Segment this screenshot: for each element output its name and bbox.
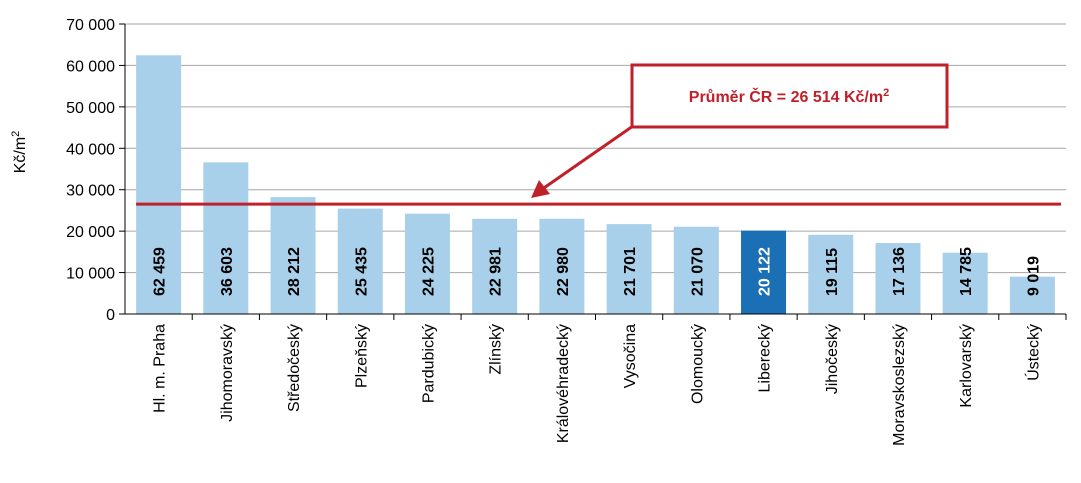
- bar: [539, 218, 585, 314]
- bar: [472, 218, 518, 314]
- bar: [404, 213, 450, 314]
- data-label: 62 459: [152, 247, 169, 296]
- y-axis: 0 10 000 20 000 30 000 40 000 50 000 60 000 70 …: [66, 17, 126, 324]
- bar: [942, 252, 988, 314]
- x-tick-label: Jihočeský: [824, 324, 841, 394]
- x-tick-label: Pardubický: [420, 324, 437, 403]
- y-tick-label: 0: [106, 307, 115, 324]
- bar: [673, 226, 719, 314]
- average-callout: Průměr ČR = 26 514 Kč/m2: [531, 63, 949, 198]
- bar: [875, 243, 921, 314]
- bar: [606, 224, 652, 314]
- data-label: 20 122: [757, 247, 774, 296]
- y-tick-label: 10 000: [66, 266, 115, 283]
- data-label: 9 019: [1025, 256, 1042, 296]
- bar: [270, 197, 316, 314]
- bars: 62 459 36 603 28 212 25 435 24 225 22 981 22 9…: [136, 55, 1055, 315]
- x-tick-label: Ústecký: [1023, 324, 1042, 381]
- data-label: 36 603: [219, 247, 236, 296]
- data-label: 21 070: [689, 247, 706, 296]
- x-axis: Hl. m. Praha Jihomoravský Středočeský Plzeň…: [125, 313, 1067, 446]
- bar: [203, 162, 249, 314]
- average-callout-arrow: [540, 124, 634, 192]
- x-tick-label: Plzeňský: [353, 324, 370, 388]
- x-tick-label: Olomoucký: [689, 324, 706, 404]
- x-tick-label: Zlínský: [488, 324, 505, 375]
- x-tick-label: Jihomoravský: [219, 324, 236, 422]
- bar: [337, 208, 383, 314]
- bar: [808, 234, 854, 314]
- y-tick-label: 60 000: [66, 58, 115, 75]
- x-tick-label: Moravskoslezský: [891, 324, 908, 446]
- data-label: 22 980: [555, 247, 572, 296]
- y-tick-label: 20 000: [66, 224, 115, 241]
- data-label: 19 115: [824, 248, 841, 296]
- gridlines: [125, 23, 1066, 274]
- data-label: 24 225: [420, 247, 437, 296]
- bar: [1009, 276, 1055, 314]
- y-tick-label: 70 000: [66, 17, 115, 34]
- data-label: 14 785: [958, 247, 975, 296]
- x-tick-label: Karlovarský: [958, 324, 975, 408]
- bar: [136, 55, 182, 315]
- x-tick-label: Liberecký: [757, 324, 774, 392]
- data-label: 17 136: [891, 247, 908, 296]
- bar: [741, 230, 787, 314]
- data-label: 28 212: [286, 247, 303, 296]
- data-label: 22 981: [488, 247, 505, 296]
- y-axis-title: Kč/m2: [10, 131, 29, 174]
- y-tick-label: 50 000: [66, 100, 115, 117]
- x-tick-label: Královéhradecký: [555, 324, 572, 443]
- y-tick-label: 30 000: [66, 183, 115, 200]
- average-callout-box: [630, 63, 949, 129]
- data-label: 21 701: [622, 247, 639, 296]
- data-label: 25 435: [353, 247, 370, 296]
- average-callout-arrowhead: [531, 180, 550, 198]
- x-tick-label: Vysočina: [622, 324, 639, 388]
- average-callout-label: Průměr ČR = 26 514 Kč/m2: [689, 87, 889, 106]
- y-tick-label: 40 000: [66, 141, 115, 158]
- x-tick-label: Středočeský: [286, 324, 303, 412]
- x-tick-label: Hl. m. Praha: [152, 324, 169, 413]
